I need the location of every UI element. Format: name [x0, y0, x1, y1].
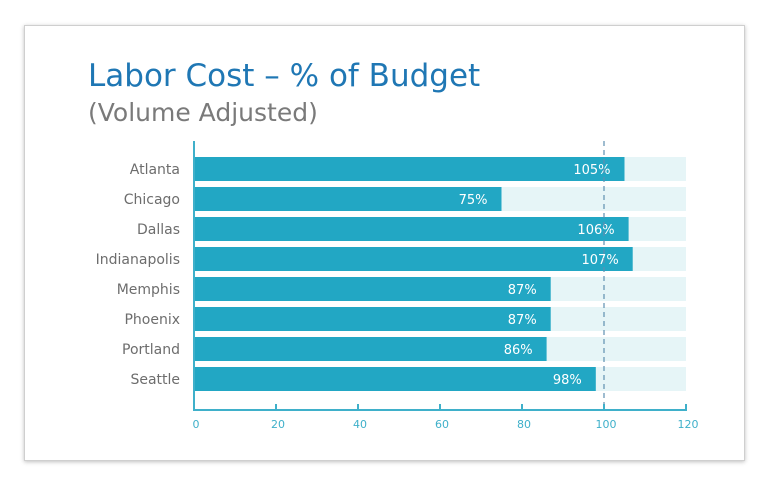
data-label: 87% [508, 313, 537, 328]
x-tick-label: 60 [435, 418, 449, 431]
category-label: Indianapolis [96, 252, 180, 268]
category-label: Phoenix [124, 312, 180, 328]
x-tick-label: 120 [678, 418, 699, 431]
x-tick-label: 20 [271, 418, 285, 431]
data-label: 107% [582, 253, 619, 268]
bar [194, 217, 629, 241]
category-label: Seattle [130, 372, 180, 388]
bar [194, 157, 625, 181]
bar [194, 337, 547, 361]
bar [194, 277, 551, 301]
bar [194, 187, 502, 211]
category-label: Dallas [137, 222, 180, 238]
data-label: 87% [508, 283, 537, 298]
category-label: Atlanta [130, 162, 180, 178]
x-tick-label: 100 [596, 418, 617, 431]
category-label: Portland [122, 342, 180, 358]
x-tick-label: 40 [353, 418, 367, 431]
data-label: 98% [553, 373, 582, 388]
bar [194, 307, 551, 331]
data-label: 105% [573, 163, 610, 178]
x-tick-label: 0 [193, 418, 200, 431]
chart-title: Labor Cost – % of Budget [88, 58, 481, 94]
category-label: Chicago [124, 192, 180, 208]
data-label: 106% [577, 223, 614, 238]
data-label: 86% [504, 343, 533, 358]
bar [194, 367, 596, 391]
bar [194, 247, 633, 271]
x-tick-label: 80 [517, 418, 531, 431]
category-label: Memphis [117, 282, 180, 298]
chart-subtitle: (Volume Adjusted) [88, 98, 318, 127]
data-label: 75% [459, 193, 488, 208]
